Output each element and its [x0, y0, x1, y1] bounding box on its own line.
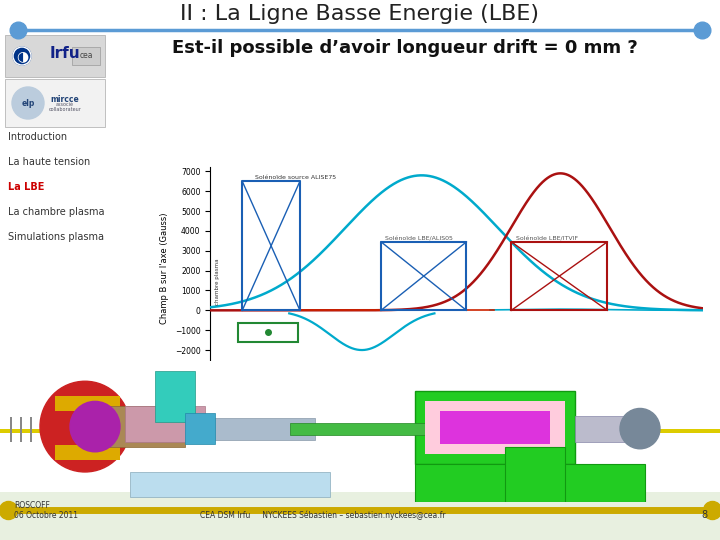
Circle shape — [40, 381, 130, 472]
Bar — [5, 35, 105, 77]
Text: Solénoïde source ALISE75: Solénoïde source ALISE75 — [255, 176, 336, 180]
Bar — [575, 415, 635, 442]
Text: ROSCOFF
06 Octobre 2011: ROSCOFF 06 Octobre 2011 — [14, 501, 78, 520]
Text: Est-il possible d’avoir longueur drift = 0 mm ?: Est-il possible d’avoir longueur drift =… — [172, 39, 638, 57]
Text: La haute tension: La haute tension — [8, 157, 90, 167]
Bar — [430, 403, 550, 452]
Y-axis label: Champ B sur l'axe (Gauss): Champ B sur l'axe (Gauss) — [160, 213, 169, 325]
Bar — [20, 416, 22, 442]
Bar — [130, 472, 330, 497]
Bar — [55, 445, 120, 460]
Bar — [125, 407, 205, 442]
Text: associé
collaborateur: associé collaborateur — [48, 102, 81, 112]
Bar — [0, 485, 720, 540]
Bar — [30, 416, 32, 442]
Circle shape — [13, 47, 31, 65]
Text: Solénoïde LBE/ITVIF: Solénoïde LBE/ITVIF — [516, 237, 577, 241]
Bar — [415, 392, 575, 464]
Bar — [238, 323, 298, 342]
Bar — [440, 411, 550, 444]
Circle shape — [620, 408, 660, 449]
Text: chambre plasma: chambre plasma — [215, 259, 220, 306]
Circle shape — [70, 401, 120, 452]
Text: Introduction: Introduction — [8, 132, 67, 142]
Text: cea: cea — [79, 51, 93, 60]
Bar — [505, 447, 565, 502]
Text: 8: 8 — [702, 510, 708, 520]
Text: La LBE: La LBE — [8, 182, 45, 192]
Bar — [5, 79, 105, 127]
Text: Simulations plasma: Simulations plasma — [8, 232, 104, 242]
Circle shape — [12, 87, 44, 119]
Bar — [415, 464, 645, 502]
Bar — [0, 361, 720, 492]
Text: II : La Ligne Basse Energie (LBE): II : La Ligne Basse Energie (LBE) — [181, 4, 539, 24]
Text: Irfu: Irfu — [50, 45, 81, 60]
Bar — [290, 423, 530, 435]
Bar — [195, 417, 315, 440]
Bar — [185, 414, 215, 444]
X-axis label: Z (mm): Z (mm) — [440, 394, 474, 403]
Bar — [0, 429, 720, 433]
Text: elp: elp — [22, 98, 35, 107]
Bar — [10, 416, 12, 442]
Bar — [425, 401, 565, 454]
Text: ◑: ◑ — [16, 49, 28, 63]
Bar — [445, 414, 535, 442]
Bar — [55, 396, 120, 411]
Bar — [155, 371, 195, 422]
Text: mircce: mircce — [50, 94, 79, 104]
Text: La chambre plasma: La chambre plasma — [8, 207, 104, 217]
Bar — [72, 47, 100, 65]
Text: CEA DSM Irfu     NYCKEES Sébastien – sebastien.nyckees@cea.fr: CEA DSM Irfu NYCKEES Sébastien – sebasti… — [200, 510, 446, 520]
Text: Solénoïde LBE/ALIS05: Solénoïde LBE/ALIS05 — [385, 237, 453, 241]
Bar — [105, 407, 185, 447]
